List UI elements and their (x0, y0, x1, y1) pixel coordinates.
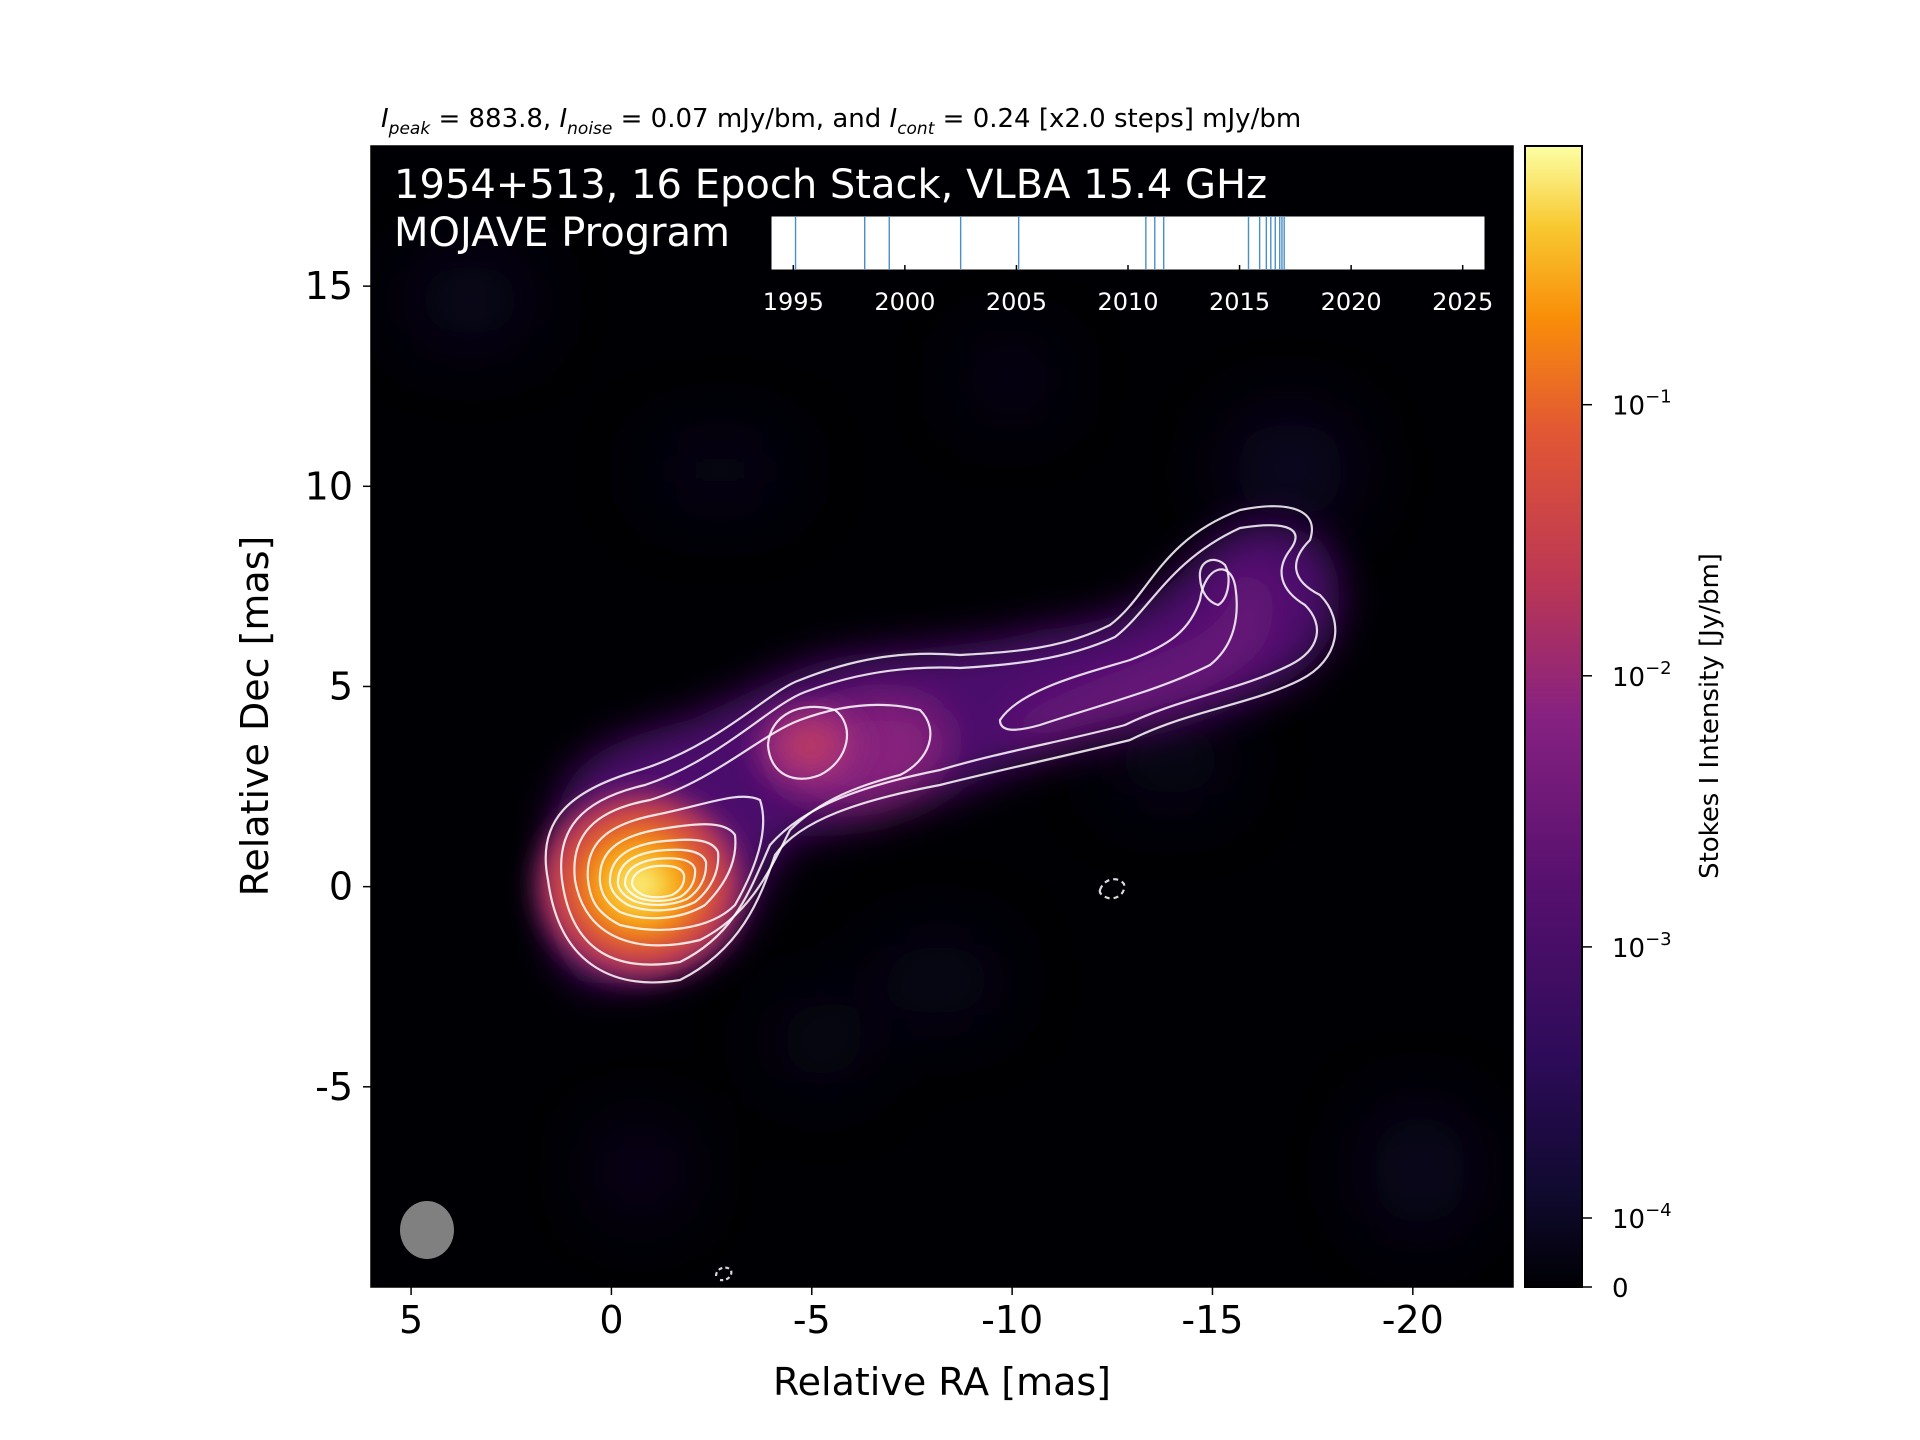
timeline-tick-label: 2005 (986, 288, 1047, 316)
timeline-tick-label: 2010 (1097, 288, 1158, 316)
timeline-tick-label: 2020 (1321, 288, 1382, 316)
colorbar: 10−1 10−2 10−3 10−4 0 Stokes I Intensity [Jy… (1524, 145, 1725, 1304)
plot-title-line1: 1954+513, 16 Epoch Stack, VLBA 15.4 GHz (394, 162, 1267, 208)
timeline-tick-label: 1995 (763, 288, 824, 316)
x-tick-label: -20 (1382, 1298, 1444, 1342)
beam-ellipse (400, 1201, 454, 1259)
y-tick-label: 15 (305, 264, 353, 308)
plot-title-line2: MOJAVE Program (394, 210, 730, 256)
colorbar-tick-label: 0 (1612, 1274, 1629, 1304)
colorbar-label: Stokes I Intensity [Jy/bm] (1695, 553, 1725, 879)
y-axis-label: Relative Dec [mas] (233, 536, 277, 897)
x-axis: 5 0 -5 -10 -15 -20 (399, 1287, 1444, 1342)
x-tick-label: -15 (1181, 1298, 1243, 1342)
y-tick-label: -5 (315, 1065, 353, 1109)
image-layer (400, 260, 1470, 1282)
colorbar-tick-label: 10−2 (1612, 658, 1672, 693)
x-tick-label: -10 (981, 1298, 1043, 1342)
timeline-tick-label: 2025 (1432, 288, 1493, 316)
timeline-tick-label: 2015 (1209, 288, 1270, 316)
colorbar-tick-label: 10−1 (1612, 387, 1672, 422)
y-tick-label: 10 (305, 464, 353, 508)
x-tick-label: 5 (399, 1298, 423, 1342)
y-tick-label: 0 (329, 865, 353, 909)
x-tick-label: 0 (599, 1298, 623, 1342)
contours (544, 505, 1337, 1282)
header-stats: Ipeak = 883.8, Inoise = 0.07 mJy/bm, and… (381, 104, 1301, 139)
colorbar-tick-label: 10−3 (1612, 929, 1672, 964)
timeline-tick-label: 2000 (874, 288, 935, 316)
x-tick-label: -5 (793, 1298, 831, 1342)
epoch-timeline: 1995 2000 2005 2010 2015 2020 2025 (763, 215, 1493, 316)
colorbar-tick-label: 10−4 (1612, 1200, 1672, 1235)
x-axis-label: Relative RA [mas] (773, 1360, 1111, 1404)
y-tick-label: 5 (329, 664, 353, 708)
y-axis: 15 10 5 0 -5 (305, 264, 371, 1109)
